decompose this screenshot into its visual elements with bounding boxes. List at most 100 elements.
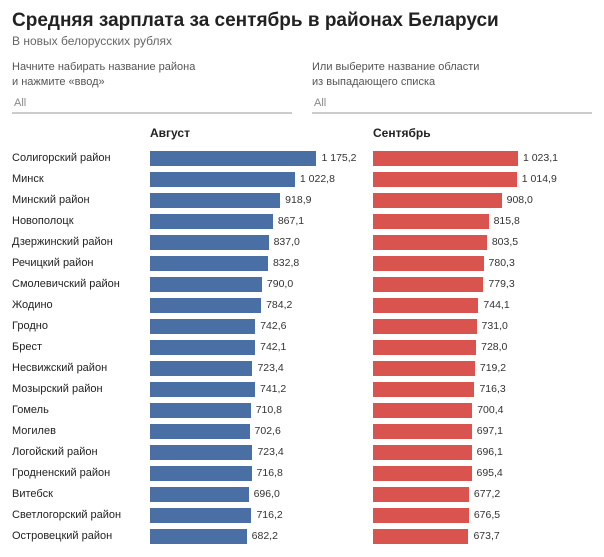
bar-august xyxy=(150,193,280,208)
bar-cell-august: 702,6 xyxy=(146,424,369,439)
col-heading-august: Август xyxy=(150,126,190,140)
bar-cell-august: 696,0 xyxy=(146,487,369,502)
bar-value: 716,3 xyxy=(479,383,505,395)
bar-cell-august: 1 175,2 xyxy=(146,151,369,166)
bar-cell-september: 696,1 xyxy=(369,445,592,460)
filter-district-input[interactable]: All xyxy=(12,94,292,114)
bar-august xyxy=(150,319,255,334)
row-label: Гродненский район xyxy=(12,467,146,479)
filter-region: Или выберите название области из выпадаю… xyxy=(312,60,592,114)
bar-value: 731,0 xyxy=(482,320,508,332)
bar-value: 716,2 xyxy=(256,509,282,521)
bar-august xyxy=(150,151,316,166)
col-heading-september: Сентябрь xyxy=(373,126,431,140)
bar-value: 742,1 xyxy=(260,341,286,353)
bar-value: 1 014,9 xyxy=(522,173,557,185)
bar-value: 700,4 xyxy=(477,404,503,416)
chart-row: Логойский район723,4696,1 xyxy=(12,442,592,463)
chart-row: Гомель 710,8 700,4 xyxy=(12,400,592,421)
bar-september xyxy=(373,508,469,523)
chart-row: Гродненский район716,8695,4 xyxy=(12,463,592,484)
bar-august xyxy=(150,235,269,250)
chart-row: Солигорский район1 175,21 023,1 xyxy=(12,148,592,169)
bar-value: 696,0 xyxy=(254,488,280,500)
bar-value: 803,5 xyxy=(492,236,518,248)
bar-value: 837,0 xyxy=(274,236,300,248)
bar-august xyxy=(150,298,261,313)
chart-rows: Солигорский район1 175,21 023,1Минск1 02… xyxy=(12,148,592,547)
bar-cell-august: 867,1 xyxy=(146,214,369,229)
row-label: Гомель xyxy=(12,404,146,416)
bar-august xyxy=(150,529,247,544)
bar-cell-september: 677,2 xyxy=(369,487,592,502)
bar-cell-august: 918,9 xyxy=(146,193,369,208)
bar-september xyxy=(373,214,489,229)
bar-value: 790,0 xyxy=(267,278,293,290)
row-label: Брест xyxy=(12,341,146,353)
row-label: Светлогорский район xyxy=(12,509,146,521)
bar-september xyxy=(373,466,472,481)
subtitle: В новых белорусских рублях xyxy=(12,34,592,48)
row-label: Несвижский район xyxy=(12,362,146,374)
bar-value: 710,8 xyxy=(256,404,282,416)
bar-september xyxy=(373,172,517,187)
chart-row: Речицкий район832,8780,3 xyxy=(12,253,592,274)
bar-cell-september: 780,3 xyxy=(369,256,592,271)
bar-value: 682,2 xyxy=(252,530,278,542)
bar-august xyxy=(150,403,251,418)
row-label: Мозырский район xyxy=(12,383,146,395)
chart-row: Смолевичский район790,0779,3 xyxy=(12,274,592,295)
bar-value: 1 022,8 xyxy=(300,173,335,185)
row-label: Дзержинский район xyxy=(12,236,146,248)
bar-september xyxy=(373,235,487,250)
filter-region-select[interactable]: All xyxy=(312,94,592,114)
bar-cell-september: 673,7 xyxy=(369,529,592,544)
bar-cell-september: 697,1 xyxy=(369,424,592,439)
bar-august xyxy=(150,508,251,523)
chart-row: Гродно 742,6 731,0 xyxy=(12,316,592,337)
bar-cell-september: 803,5 xyxy=(369,235,592,250)
bar-cell-august: 1 022,8 xyxy=(146,172,369,187)
bar-value: 741,2 xyxy=(260,383,286,395)
bar-cell-september: 695,4 xyxy=(369,466,592,481)
bar-cell-august: 716,8 xyxy=(146,466,369,481)
bar-value: 696,1 xyxy=(477,446,503,458)
bar-september xyxy=(373,361,475,376)
bar-august xyxy=(150,214,273,229)
bar-cell-august: 723,4 xyxy=(146,445,369,460)
bar-september xyxy=(373,403,472,418)
bar-cell-august: 742,1 xyxy=(146,340,369,355)
bar-value: 779,3 xyxy=(488,278,514,290)
bar-value: 723,4 xyxy=(257,362,283,374)
bar-cell-september: 744,1 xyxy=(369,298,592,313)
bar-cell-september: 700,4 xyxy=(369,403,592,418)
bar-september xyxy=(373,487,469,502)
filter-region-prompt: Или выберите название области из выпадаю… xyxy=(312,60,592,90)
bar-cell-september: 676,5 xyxy=(369,508,592,523)
bar-august xyxy=(150,277,262,292)
chart-row: Светлогорский район 716,2 676,5 xyxy=(12,505,592,526)
bar-september xyxy=(373,424,472,439)
bar-value: 742,6 xyxy=(260,320,286,332)
chart-row: Дзержинский район 837,0 803,5 xyxy=(12,232,592,253)
page-title: Средняя зарплата за сентябрь в районах Б… xyxy=(12,10,592,32)
bar-cell-september: 779,3 xyxy=(369,277,592,292)
bar-value: 728,0 xyxy=(481,341,507,353)
bar-cell-september: 716,3 xyxy=(369,382,592,397)
bar-september xyxy=(373,151,518,166)
bar-value: 697,1 xyxy=(477,425,503,437)
bar-value: 784,2 xyxy=(266,299,292,311)
bar-cell-september: 728,0 xyxy=(369,340,592,355)
chart-row: Мозырский район 741,2 716,3 xyxy=(12,379,592,400)
bar-value: 867,1 xyxy=(278,215,304,227)
bar-september xyxy=(373,340,476,355)
bar-cell-september: 1 023,1 xyxy=(369,151,592,166)
bar-value: 673,7 xyxy=(473,530,499,542)
row-label: Солигорский район xyxy=(12,152,146,164)
row-label: Витебск xyxy=(12,488,146,500)
bar-cell-august: 832,8 xyxy=(146,256,369,271)
row-label: Гродно xyxy=(12,320,146,332)
bar-august xyxy=(150,382,255,397)
filter-bar: Начните набирать название района и нажми… xyxy=(12,60,592,114)
bar-value: 702,6 xyxy=(255,425,281,437)
